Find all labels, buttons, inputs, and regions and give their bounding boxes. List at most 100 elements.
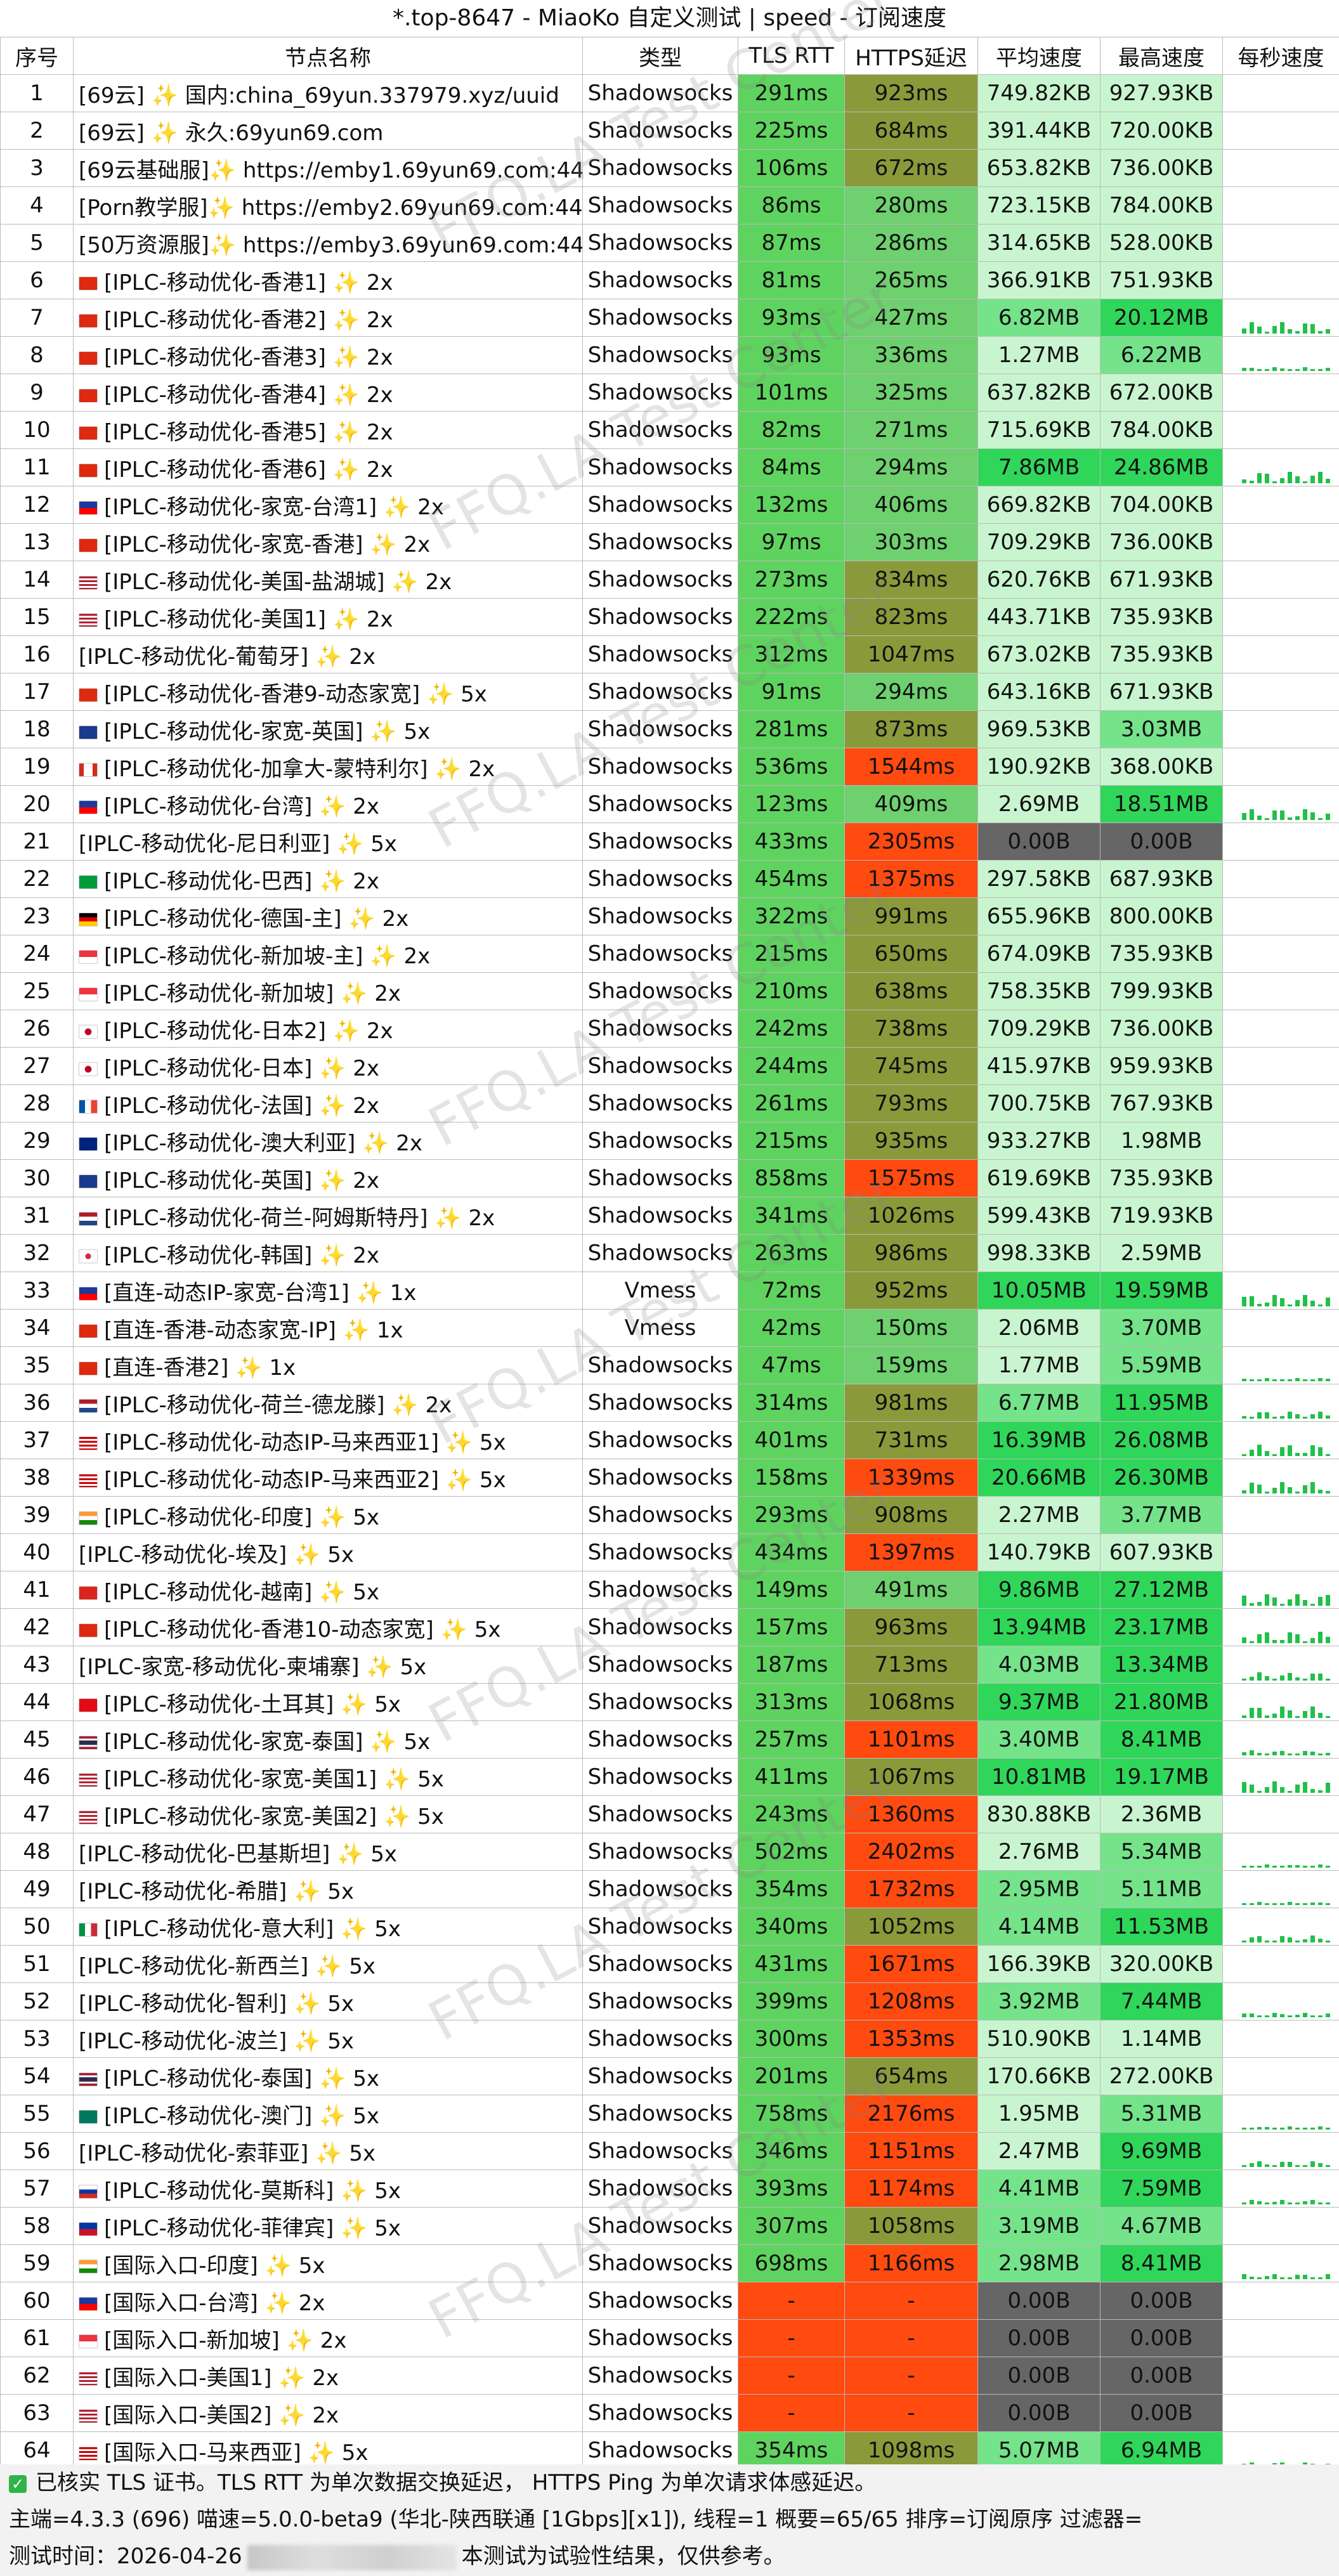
sparkline-bar — [1242, 329, 1246, 334]
sparkline-bar — [1310, 2015, 1315, 2017]
avg-speed: 637.82KB — [977, 374, 1101, 412]
sparkline-bar — [1318, 1713, 1323, 1718]
avg-speed: 830.88KB — [977, 1795, 1101, 1833]
tls-rtt: 187ms — [738, 1646, 845, 1684]
sparkline-bar — [1280, 2162, 1284, 2167]
sparkline-bar — [1288, 329, 1292, 334]
tls-rtt: 502ms — [738, 1833, 845, 1871]
flag-icon — [79, 501, 98, 515]
results-table: 序号 节点名称 类型 TLS RTT HTTPS延迟 平均速度 最高速度 每秒速… — [0, 37, 1339, 2507]
sparkline-bar — [1280, 1903, 1284, 1905]
sparkline-bar — [1326, 2128, 1330, 2130]
node-name: [IPLC-移动优化-澳门] ✨ 5x — [73, 2095, 583, 2133]
tls-rtt: 314ms — [738, 1384, 845, 1422]
tls-rtt: 281ms — [738, 710, 845, 748]
sparkline-bar — [1242, 2013, 1246, 2017]
node-name: [直连-香港2] ✨ 1x — [73, 1346, 583, 1384]
sparkline-bar — [1242, 1596, 1246, 1606]
sparkline-bar — [1280, 1416, 1284, 1419]
sparkline-bar — [1326, 2274, 1330, 2279]
table-row: 63 [国际入口-美国2] ✨ 2x Shadowsocks - -0.00B 0.00B — [0, 2394, 1339, 2432]
node-type: Shadowsocks — [582, 1683, 738, 1721]
sparkline-bar — [1295, 1300, 1300, 1306]
tls-rtt: 307ms — [738, 2207, 845, 2245]
sparkline-bar — [1295, 476, 1300, 483]
avg-speed: 6.77MB — [977, 1384, 1101, 1422]
sparkline-bar — [1318, 1790, 1323, 1793]
sparkline-bar — [1250, 1937, 1254, 1942]
avg-speed: 3.19MB — [977, 2207, 1101, 2245]
avg-speed: 190.92KB — [977, 748, 1101, 786]
sparkline-bar — [1288, 1379, 1292, 1381]
node-name: [IPLC-移动优化-埃及] ✨ 5x — [73, 1533, 583, 1571]
node-name: [IPLC-移动优化-越南] ✨ 5x — [73, 1571, 583, 1609]
per-second-sparkline — [1222, 748, 1339, 786]
node-name-text: [直连-香港-动态家宽-IP] ✨ 1x — [104, 1317, 403, 1343]
sparkline-bar — [1295, 1865, 1300, 1868]
row-index: 53 — [0, 2020, 74, 2058]
sparkline-bar — [1310, 1445, 1315, 1456]
https-latency: 1067ms — [844, 1758, 978, 1796]
node-name-text: [IPLC-移动优化-智利] ✨ 5x — [79, 1991, 354, 2017]
tls-rtt: 132ms — [738, 486, 845, 524]
per-second-sparkline — [1222, 785, 1339, 823]
tls-rtt: 97ms — [738, 523, 845, 561]
row-index: 42 — [0, 1608, 74, 1646]
sparkline-bar — [1250, 1708, 1254, 1718]
node-type: Shadowsocks — [582, 2394, 738, 2432]
sparkline-bar — [1265, 1941, 1269, 1942]
per-second-sparkline — [1222, 1908, 1339, 1946]
sparkline-bar — [1257, 1412, 1262, 1419]
sparkline-bar — [1265, 1753, 1269, 1755]
row-index: 63 — [0, 2394, 74, 2432]
flag-icon — [79, 2297, 98, 2311]
max-speed: 19.59MB — [1100, 1272, 1223, 1310]
node-name-text: [IPLC-移动优化-家宽-英国] ✨ 5x — [104, 719, 431, 745]
flag-icon — [79, 2110, 98, 2124]
sparkline-bar — [1310, 1414, 1315, 1419]
https-latency: 650ms — [844, 935, 978, 973]
sparkline-bar — [1250, 2200, 1254, 2204]
node-type: Shadowsocks — [582, 823, 738, 861]
sparkline-bar — [1257, 2015, 1262, 2017]
tls-rtt: 87ms — [738, 224, 845, 262]
max-speed: 0.00B — [1100, 2394, 1223, 2432]
node-name: [69云] ✨ 永久:69yun69.com — [73, 112, 583, 150]
node-type: Shadowsocks — [582, 1945, 738, 1983]
per-second-sparkline — [1222, 1084, 1339, 1122]
max-speed: 7.59MB — [1100, 2169, 1223, 2208]
max-speed: 528.00KB — [1100, 224, 1223, 262]
table-row: 34 [直连-香港-动态家宽-IP] ✨ 1x Vmess 42ms 150ms 2.06… — [0, 1309, 1339, 1347]
node-name-text: [IPLC-移动优化-美国1] ✨ 2x — [104, 606, 393, 632]
sparkline-bar — [1280, 1866, 1284, 1868]
row-index: 7 — [0, 299, 74, 337]
sparkline-bar — [1242, 2202, 1246, 2204]
table-row: 27 [IPLC-移动优化-日本] ✨ 2x Shadowsocks 244ms 745… — [0, 1047, 1339, 1085]
tls-rtt: - — [738, 2394, 845, 2432]
node-name: [IPLC-移动优化-香港5] ✨ 2x — [73, 411, 583, 449]
https-latency: 427ms — [844, 299, 978, 337]
row-index: 2 — [0, 112, 74, 150]
https-latency: 1098ms — [844, 2431, 978, 2469]
table-row: 37 [IPLC-移动优化-动态IP-马来西亚1] ✨ 5x Shadowsocks… — [0, 1421, 1339, 1459]
node-name-text: [IPLC-移动优化-家宽-台湾1] ✨ 2x — [104, 494, 444, 520]
row-index: 37 — [0, 1421, 74, 1459]
https-latency: 823ms — [844, 598, 978, 636]
node-name-text: [IPLC-移动优化-巴基斯坦] ✨ 5x — [79, 1841, 397, 1867]
table-header-row: 序号 节点名称 类型 TLS RTT HTTPS延迟 平均速度 最高速度 每秒速… — [0, 37, 1339, 75]
sparkline-bar — [1326, 1716, 1330, 1718]
node-name: [IPLC-移动优化-意大利] ✨ 5x — [73, 1908, 583, 1946]
sparkline-bar — [1257, 327, 1262, 334]
https-latency: 745ms — [844, 1047, 978, 1085]
sparkline-bar — [1310, 812, 1315, 820]
sparkline-bar — [1318, 1412, 1323, 1419]
node-type: Shadowsocks — [582, 1795, 738, 1833]
sparkline-bar — [1242, 1379, 1246, 1381]
sparkline-bar — [1272, 367, 1277, 371]
node-type: Shadowsocks — [582, 1421, 738, 1459]
sparkline-bar — [1250, 2277, 1254, 2279]
sparkline-bar — [1326, 479, 1330, 483]
node-name: [IPLC-移动优化-菲律宾] ✨ 5x — [73, 2207, 583, 2245]
https-latency: 672ms — [844, 149, 978, 187]
tls-rtt: 858ms — [738, 1159, 845, 1197]
